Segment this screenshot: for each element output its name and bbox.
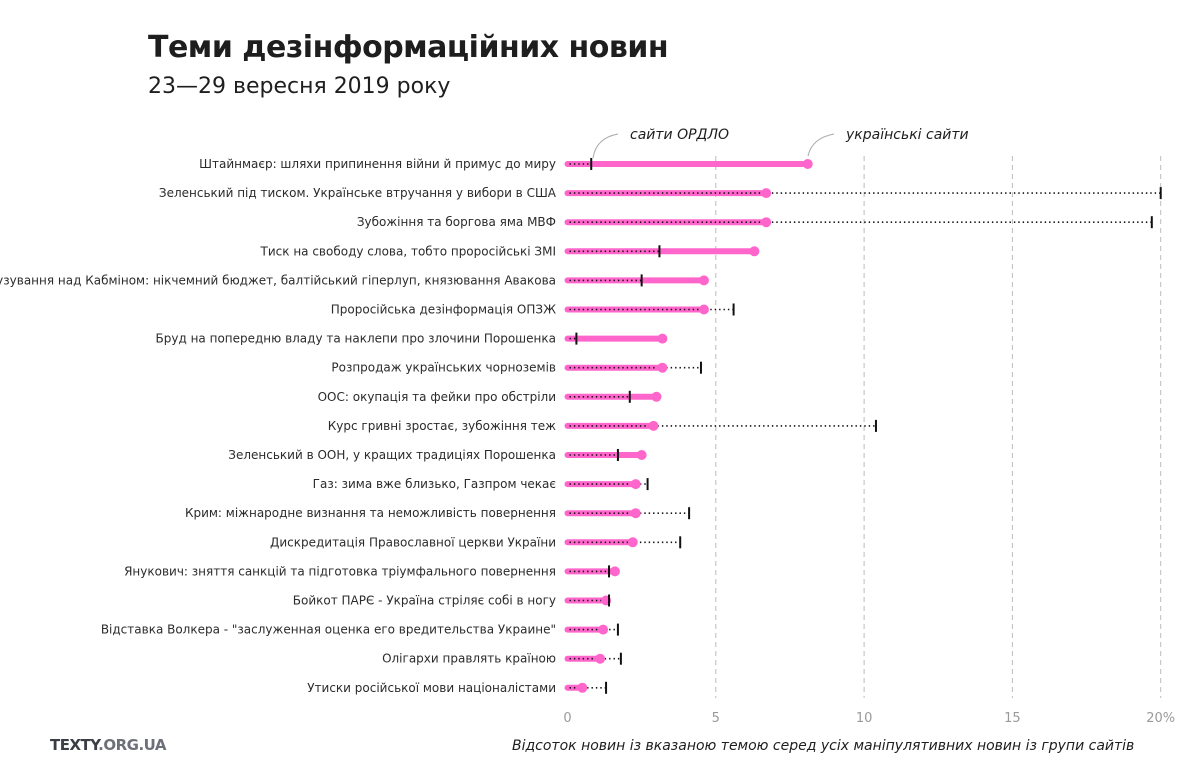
category-label: Розпродаж українських чорноземів: [331, 361, 556, 375]
category-label: Газ: зима вже близько, Газпром чекає: [313, 477, 556, 491]
annotation-leader-ukrainian: [807, 133, 835, 157]
ukrainian-point: [657, 362, 668, 373]
chart-row: Бруд на попередню владу та наклепи про з…: [156, 332, 668, 346]
chart-rows: Штайнмаєр: шляхи припинення війни й прим…: [0, 157, 1162, 695]
legend-annotations: сайти ОРДЛО українські сайти: [592, 127, 969, 159]
ukrainian-point: [761, 188, 772, 199]
annotation-ordlo: сайти ОРДЛО: [630, 127, 729, 143]
chart-row: Олігархи правлять країною: [382, 652, 622, 666]
chart-row: Бойкот ПАРЄ - Україна стріляє собі в ног…: [293, 594, 612, 608]
texty-logo: TEXTY.ORG.UA: [50, 736, 166, 754]
category-label: Тиск на свободу слова, тобто проросійськ…: [260, 244, 556, 258]
category-label: Янукович: зняття санкцій та підготовка т…: [124, 564, 556, 578]
logo-main: TEXTY: [50, 736, 99, 754]
x-axis-ticks: 0 5 10 15 20%: [563, 711, 1175, 726]
category-label: Зеленський під тиском. Українське втруча…: [159, 186, 557, 200]
category-label: Курс гривні зростає, зубожіння теж: [328, 419, 556, 433]
chart-row: Янукович: зняття санкцій та підготовка т…: [124, 564, 620, 578]
chart-row: Проросійська дезінформація ОПЗЖ: [331, 303, 735, 317]
grid-lines: [715, 156, 1162, 698]
chart-row: Газ: зима вже близько, Газпром чекає: [313, 477, 649, 491]
annotation-leader-ordlo: [592, 133, 619, 159]
annotation-ukrainian: українські сайти: [845, 127, 969, 143]
ukrainian-point: [657, 333, 668, 344]
chart-row: Утиски російської мови націоналістами: [307, 681, 608, 695]
x-tick-label-15: 15: [1004, 711, 1021, 726]
chart-row: Зеленський під тиском. Українське втруча…: [159, 186, 1162, 200]
ukrainian-point: [651, 391, 662, 402]
category-label: Бруд на попередню владу та наклепи про з…: [156, 332, 556, 346]
chart-row: Відставка Волкера - "заслуженная оценка …: [101, 623, 619, 637]
x-axis-label: Відсоток новин із вказаною темою серед у…: [512, 738, 1135, 754]
ukrainian-point: [598, 624, 609, 635]
ukrainian-point: [630, 479, 641, 490]
category-label: Крим: міжнародне визнання та неможливіст…: [185, 506, 556, 520]
ukrainian-point: [698, 304, 709, 315]
x-tick-label-20: 20%: [1146, 711, 1175, 726]
chart-row: Глузування над Кабміном: нікчемний бюдже…: [0, 273, 709, 287]
ukrainian-point: [609, 566, 620, 577]
chart-row: Штайнмаєр: шляхи припинення війни й прим…: [199, 157, 813, 171]
category-label: Зеленський в ООН, у кращих традиціях Пор…: [228, 448, 556, 462]
ukrainian-point: [698, 275, 709, 286]
chart-subtitle: 23—29 вересня 2019 року: [148, 74, 451, 99]
ukrainian-point: [627, 537, 638, 548]
ukrainian-point: [749, 246, 760, 257]
category-label: Штайнмаєр: шляхи припинення війни й прим…: [199, 157, 556, 171]
chart-row: Дискредитація Православної церкви Україн…: [270, 535, 682, 549]
ukrainian-point: [802, 159, 813, 169]
chart-row: Зубожіння та боргова яма МВФ: [357, 215, 1153, 229]
x-tick-label-0: 0: [563, 711, 571, 726]
category-label: Дискредитація Православної церкви Україн…: [270, 535, 556, 549]
category-label: Проросійська дезінформація ОПЗЖ: [331, 303, 556, 317]
x-tick-label-5: 5: [712, 711, 720, 726]
category-label: Бойкот ПАРЄ - Україна стріляє собі в ног…: [293, 594, 556, 608]
chart-row: Зеленський в ООН, у кращих традиціях Пор…: [228, 448, 647, 462]
ukrainian-point: [636, 450, 647, 460]
logo-suffix: .ORG.UA: [98, 736, 166, 754]
chart-row: Розпродаж українських чорноземів: [331, 361, 702, 375]
category-label: Зубожіння та боргова яма МВФ: [357, 215, 556, 229]
category-label: Глузування над Кабміном: нікчемний бюдже…: [0, 273, 556, 287]
category-label: ООС: окупація та фейки про обстріли: [318, 390, 556, 404]
chart-row: Тиск на свободу слова, тобто проросійськ…: [260, 244, 760, 258]
ukrainian-point: [648, 420, 659, 431]
chart-row: Курс гривні зростає, зубожіння теж: [328, 419, 877, 433]
category-label: Утиски російської мови націоналістами: [307, 681, 556, 695]
chart-row: Крим: міжнародне визнання та неможливіст…: [185, 506, 691, 520]
ukrainian-point: [761, 217, 772, 228]
ukrainian-point: [595, 653, 606, 664]
chart-row: ООС: окупація та фейки про обстріли: [318, 390, 662, 404]
ukrainian-point: [577, 682, 588, 693]
x-tick-label-10: 10: [856, 711, 873, 726]
chart-title: Теми дезінформаційних новин: [148, 30, 669, 65]
category-label: Відставка Волкера - "заслуженная оценка …: [101, 623, 556, 637]
ukrainian-point: [630, 508, 641, 519]
category-label: Олігархи правлять країною: [382, 652, 556, 666]
